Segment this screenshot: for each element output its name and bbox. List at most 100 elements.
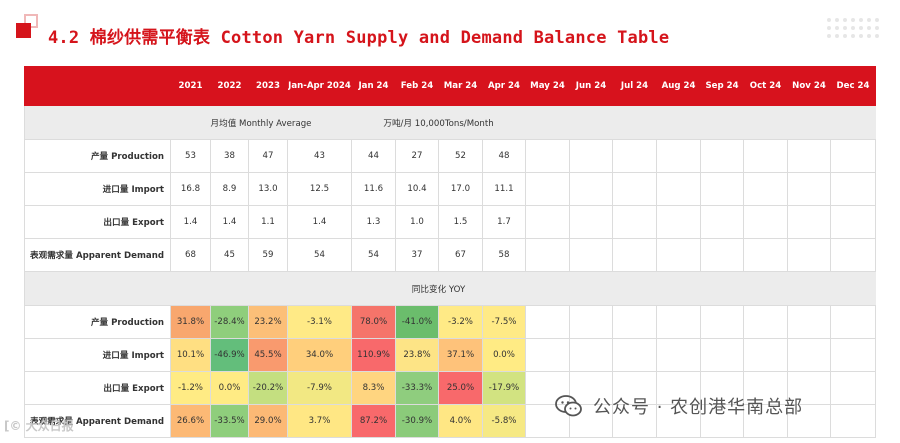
heatmap-cell: -7.9% bbox=[287, 371, 352, 405]
wechat-icon bbox=[555, 395, 582, 417]
empty-cell bbox=[787, 371, 831, 405]
value-cell: 1.7 bbox=[482, 205, 526, 239]
value-cell: 8.9 bbox=[210, 172, 249, 206]
value-cell: 58 bbox=[482, 238, 526, 272]
table-row: 进口量 Import 10.1% -46.9% 45.5% 34.0% 110.9% 23.… bbox=[24, 338, 876, 372]
value-cell: 45 bbox=[210, 238, 249, 272]
value-cell: 12.5 bbox=[287, 172, 352, 206]
empty-cell bbox=[830, 338, 876, 372]
heatmap-cell: -30.9% bbox=[395, 404, 439, 438]
empty-cell bbox=[569, 139, 613, 173]
value-cell: 37 bbox=[395, 238, 439, 272]
empty-cell bbox=[525, 238, 570, 272]
empty-cell bbox=[525, 205, 570, 239]
empty-cell bbox=[700, 205, 744, 239]
unit-label: 万吨/月 10,000Tons/Month bbox=[351, 105, 526, 140]
heatmap-cell: -7.5% bbox=[482, 305, 526, 339]
empty-cell bbox=[656, 338, 701, 372]
heatmap-cell: 37.1% bbox=[438, 338, 483, 372]
value-cell: 1.3 bbox=[351, 205, 396, 239]
title-decoration-square bbox=[16, 23, 31, 38]
empty-cell bbox=[743, 238, 788, 272]
section-spacer bbox=[24, 105, 171, 140]
empty-cell bbox=[787, 238, 831, 272]
heatmap-cell: -20.2% bbox=[248, 371, 288, 405]
empty-cell bbox=[525, 404, 570, 438]
value-cell: 1.4 bbox=[210, 205, 249, 239]
empty-cell bbox=[743, 205, 788, 239]
empty-cell bbox=[700, 305, 744, 339]
value-cell: 1.4 bbox=[287, 205, 352, 239]
value-cell: 27 bbox=[395, 139, 439, 173]
empty-cell bbox=[743, 172, 788, 206]
column-header: 2023 bbox=[248, 66, 288, 106]
empty-cell bbox=[525, 172, 570, 206]
heatmap-cell: -3.2% bbox=[438, 305, 483, 339]
value-cell: 11.1 bbox=[482, 172, 526, 206]
empty-cell bbox=[612, 139, 657, 173]
heatmap-cell: -3.1% bbox=[287, 305, 352, 339]
empty-cell bbox=[525, 305, 570, 339]
header-corner-cell bbox=[24, 66, 171, 106]
table-row: 产量 Production 53 38 47 43 44 27 52 48 bbox=[24, 139, 876, 173]
empty-cell bbox=[525, 371, 570, 405]
monthly-average-label: 月均值 Monthly Average bbox=[170, 105, 352, 140]
table-header-row: 2021 2022 2023 Jan-Apr 2024 Jan 24 Feb 24 Mar … bbox=[24, 66, 876, 106]
value-cell: 11.6 bbox=[351, 172, 396, 206]
heatmap-cell: -33.3% bbox=[395, 371, 439, 405]
heatmap-cell: 45.5% bbox=[248, 338, 288, 372]
empty-cell bbox=[830, 371, 876, 405]
wechat-watermark: 公众号 · 农创港华南总部 bbox=[555, 393, 803, 419]
empty-cell bbox=[743, 404, 788, 438]
empty-cell bbox=[612, 338, 657, 372]
empty-cell bbox=[743, 338, 788, 372]
empty-cell bbox=[656, 238, 701, 272]
value-cell: 1.0 bbox=[395, 205, 439, 239]
row-label: 出口量 Export bbox=[24, 371, 171, 405]
empty-cell bbox=[569, 371, 613, 405]
empty-cell bbox=[743, 305, 788, 339]
value-cell: 1.5 bbox=[438, 205, 483, 239]
column-header: 2021 bbox=[170, 66, 211, 106]
column-header: Jul 24 bbox=[612, 66, 657, 106]
column-header: Nov 24 bbox=[787, 66, 831, 106]
empty-cell bbox=[569, 338, 613, 372]
balance-table-container: 2021 2022 2023 Jan-Apr 2024 Jan 24 Feb 24 Mar … bbox=[24, 66, 876, 438]
empty-cell bbox=[787, 305, 831, 339]
heatmap-cell: -17.9% bbox=[482, 371, 526, 405]
empty-cell bbox=[830, 404, 876, 438]
empty-cell bbox=[612, 172, 657, 206]
table-row: 产量 Production 31.8% -28.4% 23.2% -3.1% 78.0% -… bbox=[24, 305, 876, 339]
balance-table: 2021 2022 2023 Jan-Apr 2024 Jan 24 Feb 24 Mar … bbox=[24, 66, 876, 438]
column-header: Jan 24 bbox=[351, 66, 396, 106]
heatmap-cell: 26.6% bbox=[170, 404, 211, 438]
heatmap-cell: -46.9% bbox=[210, 338, 249, 372]
heatmap-cell: -5.8% bbox=[482, 404, 526, 438]
heatmap-cell: 23.8% bbox=[395, 338, 439, 372]
value-cell: 48 bbox=[482, 139, 526, 173]
value-cell: 1.4 bbox=[170, 205, 211, 239]
empty-cell bbox=[525, 139, 570, 173]
column-header: 2022 bbox=[210, 66, 249, 106]
empty-cell bbox=[830, 139, 876, 173]
dots-decoration-icon bbox=[827, 18, 879, 38]
column-header: Sep 24 bbox=[700, 66, 744, 106]
table-row: 进口量 Import 16.8 8.9 13.0 12.5 11.6 10.4 17.0 11.… bbox=[24, 172, 876, 206]
heatmap-cell: 0.0% bbox=[482, 338, 526, 372]
row-label: 表观需求量 Apparent Demand bbox=[24, 238, 171, 272]
column-header: Mar 24 bbox=[438, 66, 483, 106]
heatmap-cell: 31.8% bbox=[170, 305, 211, 339]
title-decoration-outline bbox=[24, 14, 38, 28]
value-cell: 53 bbox=[170, 139, 211, 173]
empty-cell bbox=[612, 205, 657, 239]
value-cell: 38 bbox=[210, 139, 249, 173]
heatmap-cell: -28.4% bbox=[210, 305, 249, 339]
monthly-section-row: 月均值 Monthly Average 万吨/月 10,000Tons/Month bbox=[24, 105, 876, 140]
empty-cell bbox=[700, 139, 744, 173]
row-label: 产量 Production bbox=[24, 139, 171, 173]
heatmap-cell: 23.2% bbox=[248, 305, 288, 339]
heatmap-cell: -41.0% bbox=[395, 305, 439, 339]
value-cell: 10.4 bbox=[395, 172, 439, 206]
column-header: Apr 24 bbox=[482, 66, 526, 106]
empty-cell bbox=[830, 305, 876, 339]
